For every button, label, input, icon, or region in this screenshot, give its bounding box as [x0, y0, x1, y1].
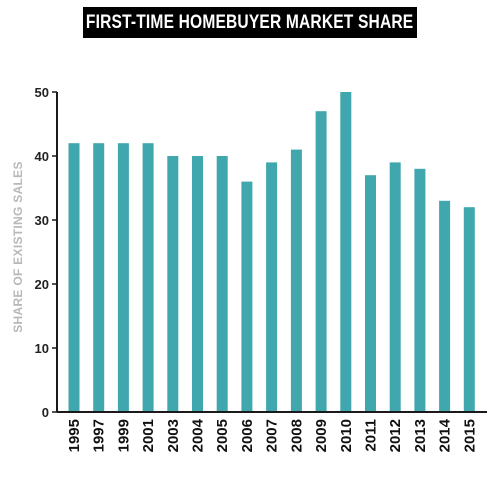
bar-2007 — [266, 162, 278, 412]
chart-title: FIRST-TIME HOMEBUYER MARKET SHARE — [86, 11, 414, 33]
x-tick-label-2013: 2013 — [412, 419, 429, 452]
bar-2012 — [389, 162, 401, 412]
bar-2009 — [315, 111, 327, 412]
y-axis-label: SHARE OF EXISTING SALES — [11, 161, 25, 333]
bar-2005 — [216, 156, 228, 412]
x-tick-label-2003: 2003 — [165, 419, 182, 452]
y-tick-label-40: 40 — [35, 149, 49, 164]
x-tick-label-2005: 2005 — [214, 419, 231, 452]
x-tick-label-1999: 1999 — [115, 419, 132, 452]
bar-2010 — [340, 92, 352, 412]
bar-1999 — [117, 143, 129, 412]
y-axis-label-group: SHARE OF EXISTING SALES — [11, 161, 25, 333]
chart-title-bar: FIRST-TIME HOMEBUYER MARKET SHARE — [83, 7, 417, 38]
bar-2015 — [463, 207, 475, 412]
y-tick-label-20: 20 — [35, 277, 49, 292]
y-tick-label-50: 50 — [35, 85, 49, 100]
bars — [68, 92, 475, 412]
bar-2014 — [439, 200, 451, 412]
x-tick-label-1997: 1997 — [91, 419, 108, 452]
bar-2011 — [365, 175, 376, 412]
x-tick-label-2012: 2012 — [387, 419, 404, 452]
x-tick-label-2010: 2010 — [338, 419, 355, 452]
bar-1997 — [93, 143, 105, 412]
bar-2008 — [290, 149, 302, 412]
x-axis-labels: 1995 1997 1999 2001 2003 2004 2005 2006 2007 2008… — [66, 418, 478, 452]
y-tick-label-30: 30 — [35, 213, 49, 228]
bar-1995 — [68, 143, 80, 412]
x-tick-label-2006: 2006 — [239, 419, 256, 452]
x-tick-label-2014: 2014 — [437, 418, 454, 452]
x-tick-label-2008: 2008 — [288, 419, 305, 452]
x-tick-label-1995: 1995 — [66, 419, 83, 452]
y-tick-label-0: 0 — [42, 405, 49, 420]
x-tick-label-2011: 2011 — [363, 419, 380, 452]
x-tick-label-2004: 2004 — [190, 418, 207, 452]
bar-2001 — [142, 143, 154, 412]
bar-2006 — [241, 181, 253, 412]
y-axis-ticks: 0 10 20 30 40 50 — [35, 85, 57, 420]
y-tick-label-10: 10 — [35, 341, 49, 356]
bar-2003 — [167, 156, 179, 412]
x-tick-label-2009: 2009 — [313, 419, 330, 452]
bar-2004 — [192, 156, 203, 412]
x-tick-label-2015: 2015 — [461, 419, 478, 452]
x-tick-label-2001: 2001 — [140, 419, 157, 452]
bar-2013 — [414, 168, 426, 412]
x-tick-label-2007: 2007 — [264, 419, 281, 452]
